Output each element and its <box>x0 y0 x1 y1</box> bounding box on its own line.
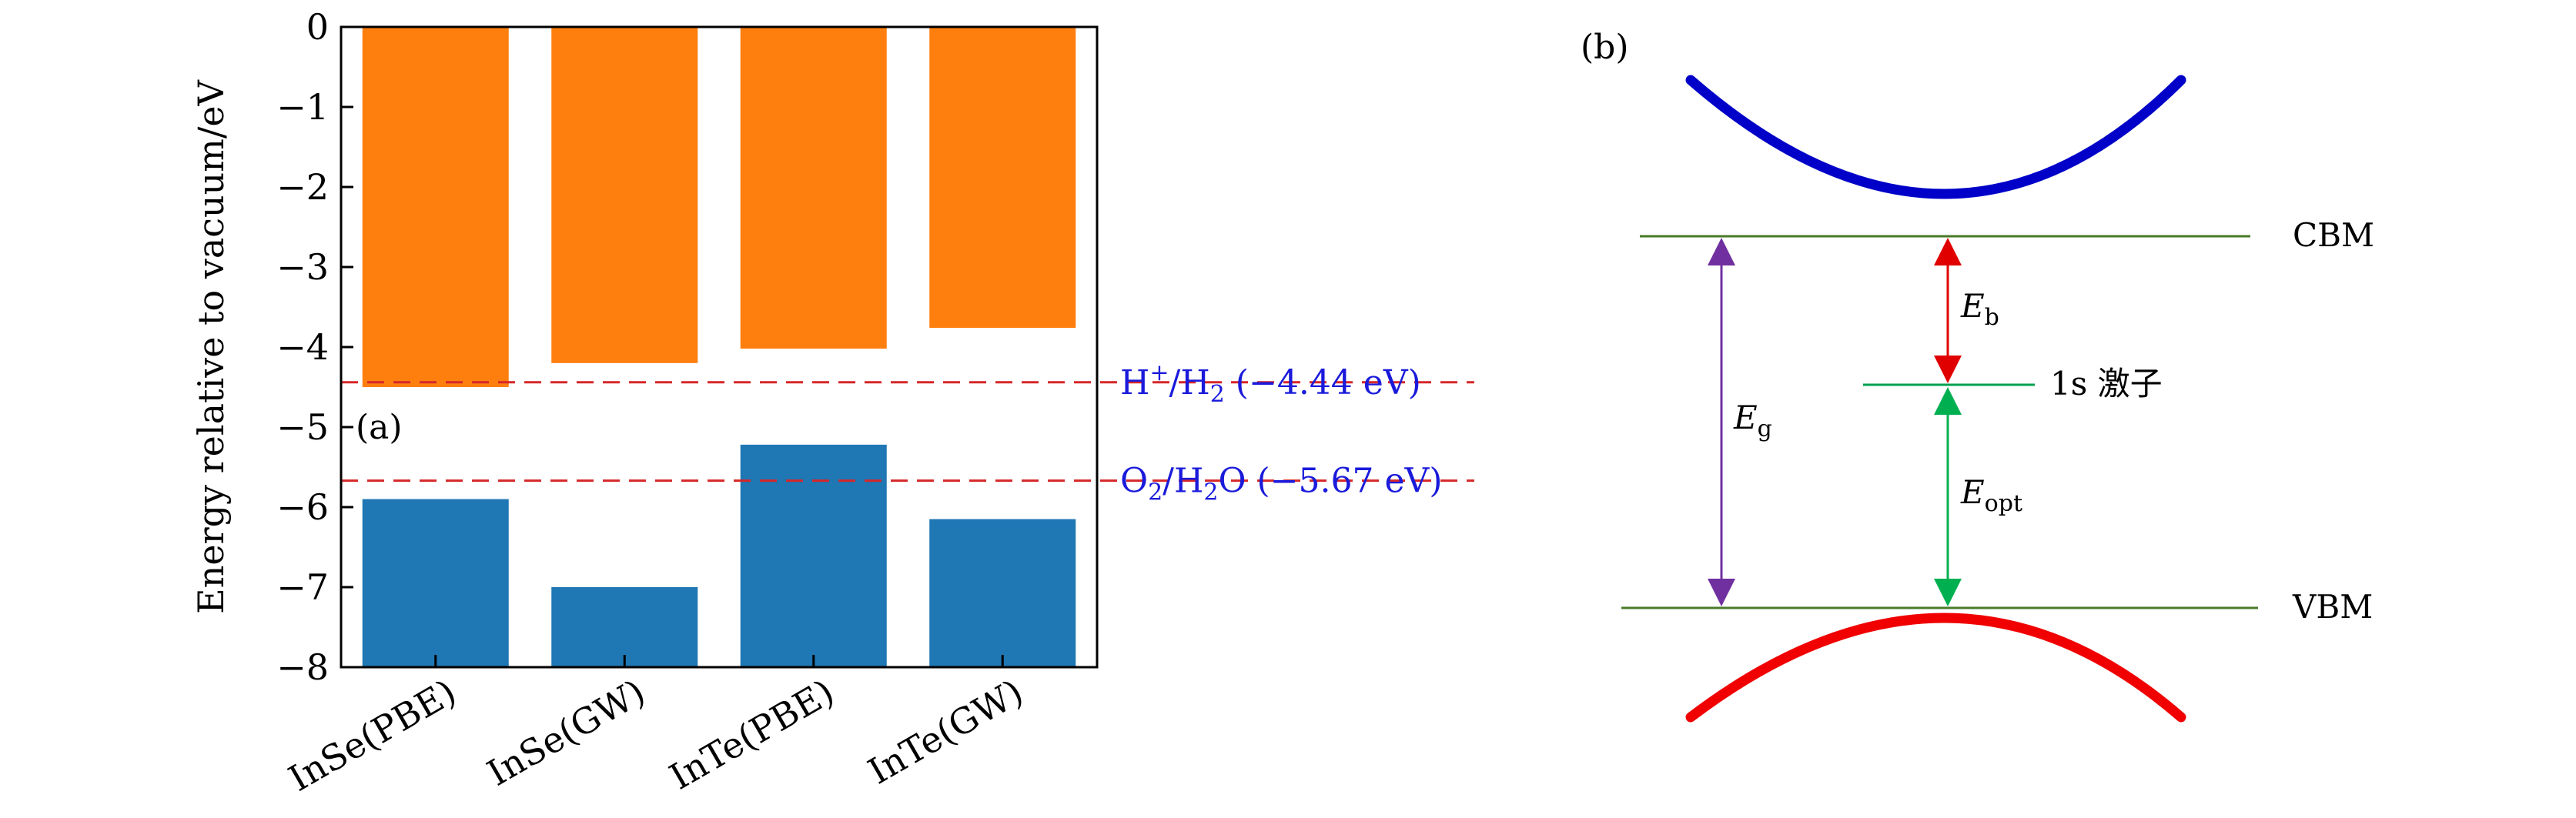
panel-label-a: (a) <box>356 408 403 447</box>
cbm-bar-1 <box>362 27 509 387</box>
eb-arrow <box>1934 238 1962 383</box>
y-tick-label: −5 <box>276 406 329 448</box>
panel-b-exciton-diagram: (b) CBM VBM 1s 激子 Eg Eb <box>1581 28 2374 723</box>
x-tick-label: InSe(PBE) <box>282 671 463 800</box>
reference-label-2: O2/H2O (−5.67 eV) <box>1120 462 1443 506</box>
x-ticks-group: InSe(PBE) InSe(GW) InTe(PBE) InTe(GW) <box>282 655 1030 800</box>
y-tick-label: −3 <box>276 246 329 288</box>
y-tick-label: −2 <box>276 166 329 208</box>
y-tick-label: 0 <box>306 6 329 48</box>
vbm-bar-1 <box>362 499 509 667</box>
reference-label-1: H+/H2 (−4.44 eV) <box>1120 359 1421 408</box>
cbm-bar-3 <box>740 27 887 349</box>
eg-label: Eg <box>1733 399 1772 442</box>
valence-band-curve <box>1685 613 2186 723</box>
eopt-label: Eopt <box>1960 473 2022 517</box>
x-tick-label: InTe(GW) <box>861 671 1029 793</box>
y-tick-label: −6 <box>276 486 329 528</box>
bars-group <box>362 27 1076 667</box>
y-tick-label: −7 <box>276 566 329 608</box>
vbm-bar-3 <box>740 444 887 667</box>
y-tick-label: −8 <box>276 646 329 688</box>
cbm-label: CBM <box>2293 216 2374 254</box>
panel-a-bar-chart: 0−1−2−3−4−5−6−7−8 InSe(PBE) InSe(GW) InTe(… <box>190 6 1474 800</box>
vbm-bar-2 <box>551 587 698 667</box>
eopt-arrow <box>1934 387 1962 606</box>
x-tick-label: InSe(GW) <box>480 671 652 794</box>
y-tick-label: −4 <box>276 326 329 368</box>
cbm-bar-2 <box>551 27 698 363</box>
vbm-bar-4 <box>929 519 1076 667</box>
y-axis-title: Energy relative to vacuum/eV <box>190 79 232 613</box>
reference-labels-group: H+/H2 (−4.44 eV) O2/H2O (−5.67 eV) <box>1120 359 1443 506</box>
panel-label-b: (b) <box>1581 28 1629 67</box>
reference-lines-group <box>341 381 1474 482</box>
eb-label: Eb <box>1960 287 1999 331</box>
x-tick-label: InTe(PBE) <box>663 671 841 798</box>
conduction-band-curve <box>1685 75 2186 199</box>
y-ticks-group: 0 −1 −2 −3 −4 −5 −6 −7 −8 <box>276 6 353 688</box>
cbm-bar-4 <box>929 27 1076 329</box>
y-tick-label: −1 <box>276 86 329 128</box>
vbm-label: VBM <box>2292 588 2373 626</box>
eg-arrow <box>1708 238 1735 606</box>
exciton-label: 1s 激子 <box>2050 365 2163 402</box>
